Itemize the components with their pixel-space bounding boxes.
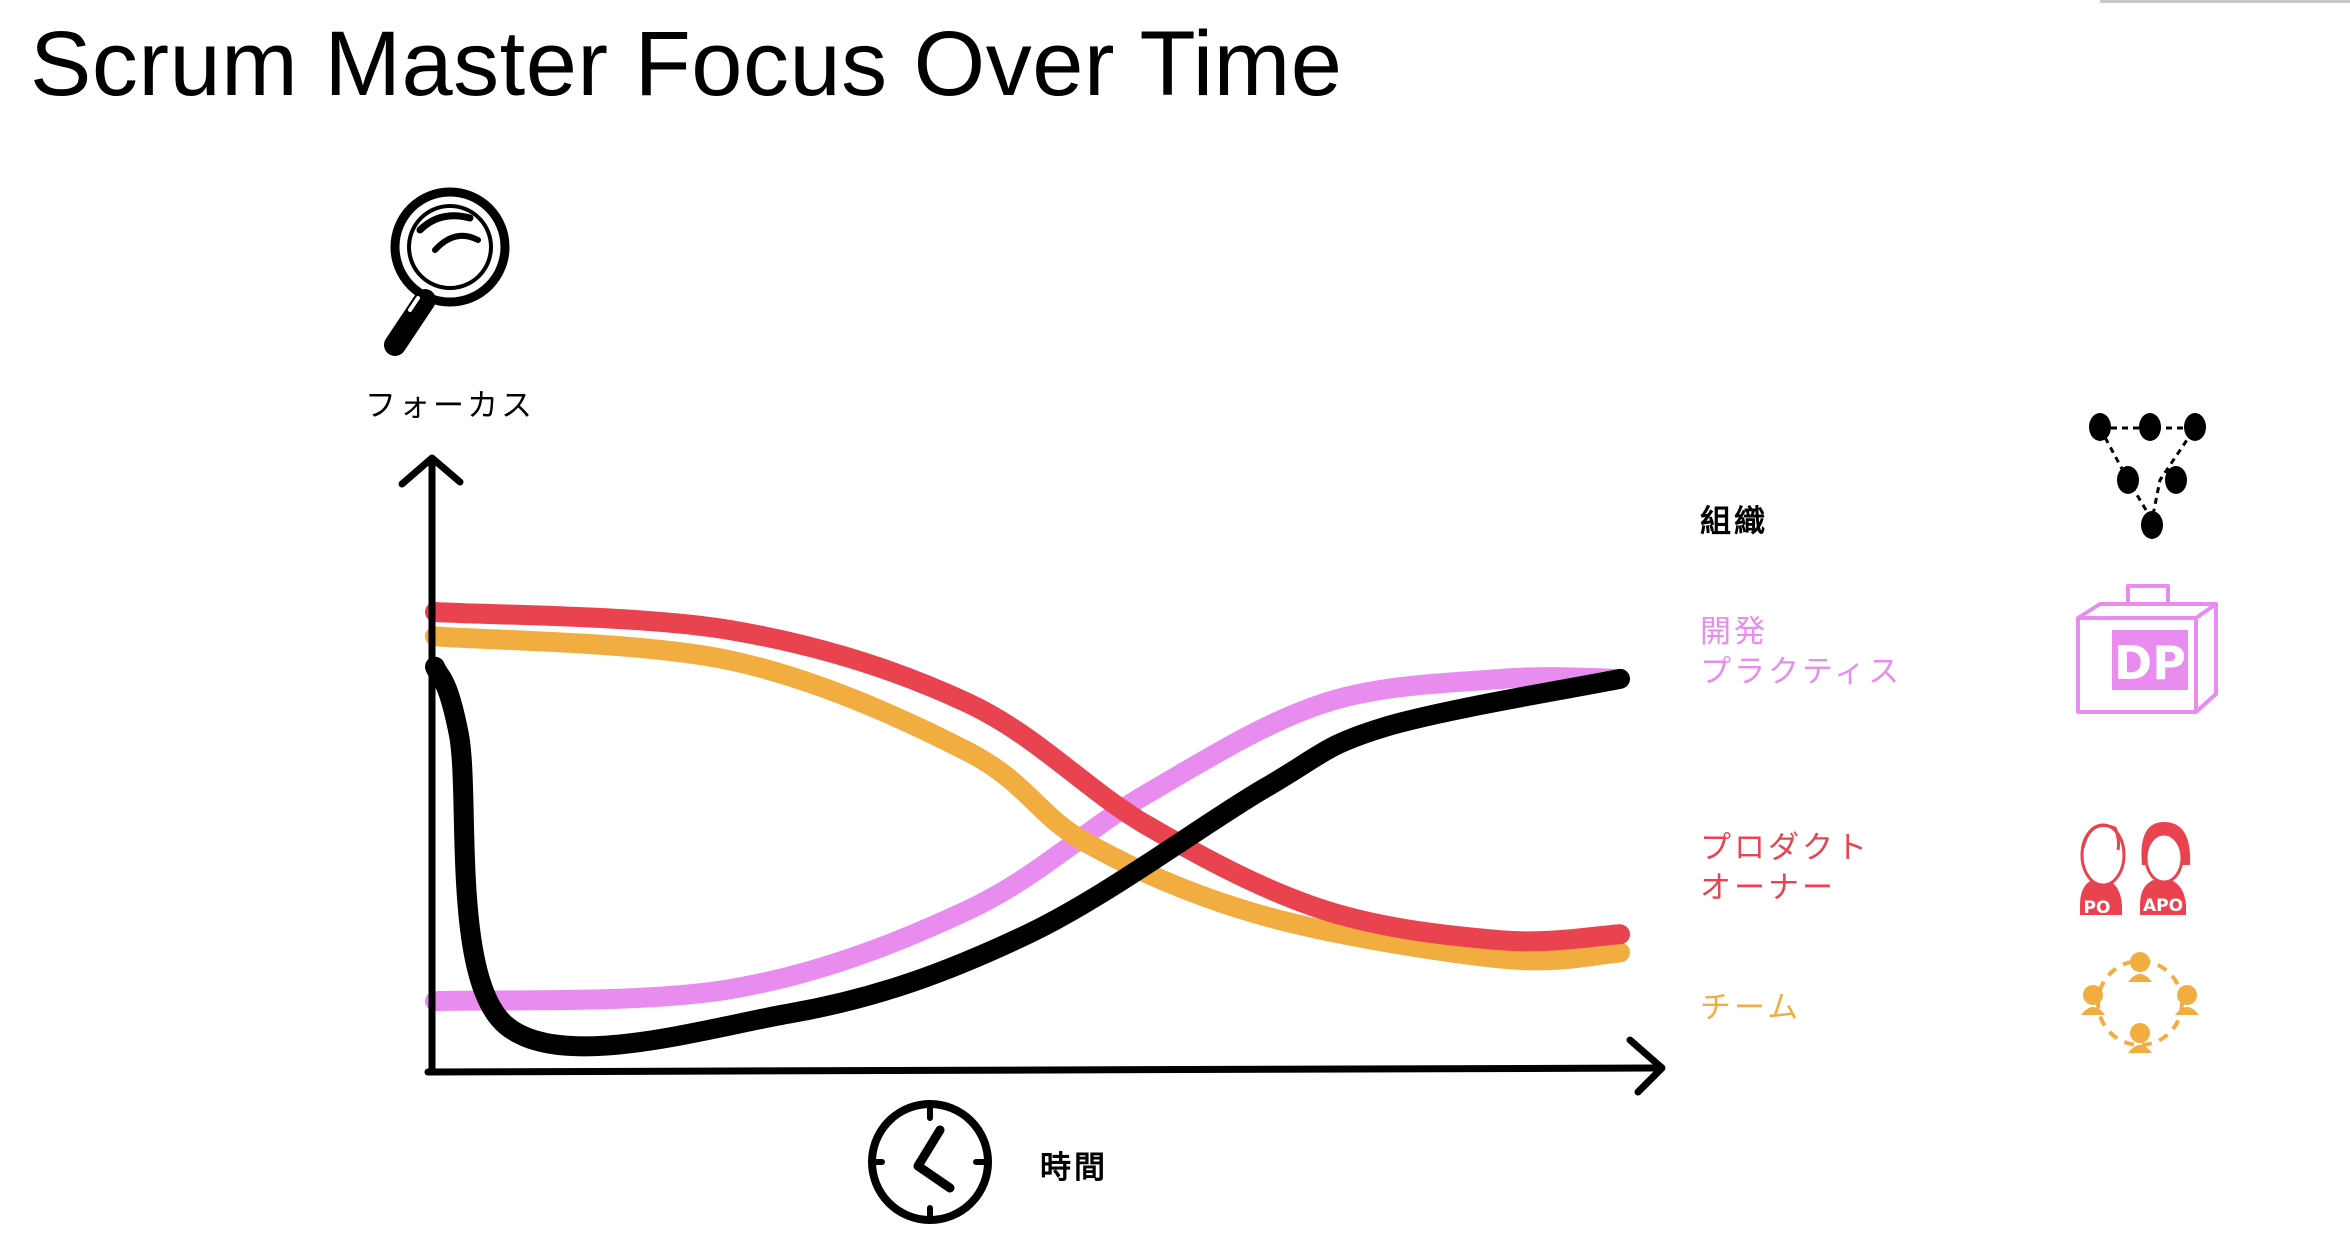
x-axis-arrowhead	[1626, 1036, 1666, 1096]
y-axis-arrowhead	[398, 454, 464, 488]
x-axis	[424, 1064, 1664, 1076]
po-apo-people-icon: PO APO	[2080, 822, 2191, 918]
x-axis-label: 時間	[1040, 1150, 1108, 1186]
svg-text:APO: APO	[2143, 896, 2183, 916]
legend-label-product-owner-line2: オーナー	[1700, 870, 1836, 906]
svg-text:PO: PO	[2084, 898, 2111, 918]
clock-icon	[868, 1100, 992, 1224]
legend-label-dev-practices-line1: 開発	[1700, 614, 1768, 650]
series-line-2	[425, 602, 1630, 952]
legend-label-product-owner-line1: プロダクト	[1700, 830, 1870, 866]
series-line-0	[425, 656, 1630, 1057]
page-title: Scrum Master Focus Over Time	[30, 13, 1343, 115]
svg-text:DP: DP	[2114, 636, 2186, 690]
series-line-1	[425, 667, 1630, 1012]
legend-label-organization: 組織	[1700, 504, 1768, 540]
window-edge-strip	[2100, 0, 2350, 3]
magnifier-icon	[384, 187, 510, 356]
legend-label-dev-practices-line2: プラクティス	[1700, 654, 1903, 690]
dp-bag-icon: DP	[2076, 584, 2218, 714]
team-circle-icon	[2081, 952, 2199, 1053]
y-axis-label: フォーカス	[365, 388, 535, 424]
legend-label-team: チーム	[1700, 990, 1802, 1026]
org-triangle-icon	[2089, 413, 2206, 539]
chart-axes	[398, 454, 1666, 1096]
series-line-3	[425, 626, 1630, 971]
